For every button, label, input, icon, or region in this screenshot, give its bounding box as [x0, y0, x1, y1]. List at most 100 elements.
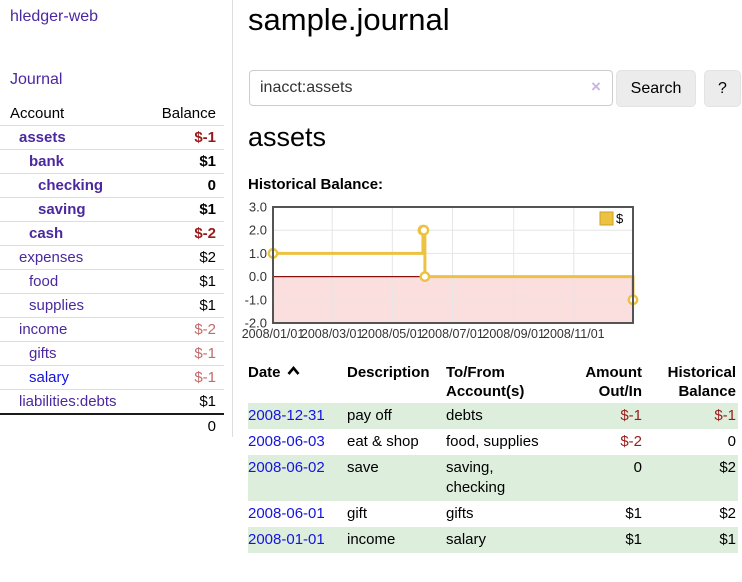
account-balance: $1: [146, 270, 224, 294]
svg-text:0.0: 0.0: [249, 269, 267, 284]
legend-label: $: [616, 211, 624, 226]
date-header-label: Date: [248, 364, 281, 381]
transaction-accounts: saving, checking: [446, 455, 550, 501]
account-row: assets$-1: [0, 126, 224, 150]
account-heading: assets: [248, 122, 326, 153]
transactions-header-description: Description: [347, 361, 446, 403]
account-balance: $1: [146, 390, 224, 415]
svg-text:2008/03/01: 2008/03/01: [301, 327, 364, 341]
transactions-header-amount: Amount Out/In: [550, 361, 644, 403]
account-row: checking 0: [0, 174, 224, 198]
svg-text:1.0: 1.0: [249, 246, 267, 261]
transaction-accounts: salary: [446, 527, 550, 553]
account-balance: $1: [146, 150, 224, 174]
sort-ascending-icon: [287, 366, 300, 376]
help-button[interactable]: ?: [704, 70, 741, 107]
svg-text:3.0: 3.0: [249, 200, 267, 215]
transactions-header-balance: Historical Balance: [644, 361, 738, 403]
transaction-date-link[interactable]: 2008-06-03: [248, 433, 325, 450]
transaction-balance: $1: [644, 527, 738, 553]
transaction-description: gift: [347, 501, 446, 527]
account-row: food $1: [0, 270, 224, 294]
transaction-description: save: [347, 455, 446, 501]
transaction-row: 2008-06-02savesaving, checking0$2: [248, 455, 738, 501]
transaction-row: 2008-06-03 eat & shopfood, supplies$-20: [248, 429, 738, 455]
account-row: cash $-2: [0, 222, 224, 246]
sidebar-item-journal[interactable]: Journal: [10, 71, 62, 89]
page-title: sample.journal: [248, 2, 450, 38]
transaction-balance: $2: [644, 455, 738, 501]
account-row: liabilities:debts $1: [0, 390, 224, 415]
account-balance: $-1: [146, 366, 224, 390]
svg-text:2008/11/01: 2008/11/01: [543, 327, 605, 341]
account-link-checking[interactable]: checking: [38, 177, 103, 194]
transactions-header-date[interactable]: Date: [248, 361, 347, 403]
accounts-header-balance: Balance: [146, 102, 224, 126]
account-link-bank[interactable]: bank: [29, 153, 64, 170]
svg-text:-1.0: -1.0: [245, 292, 267, 307]
transactions-table: Date Description To/From Account(s) Amou…: [248, 361, 738, 553]
account-balance: $-2: [146, 318, 224, 342]
account-link-assets[interactable]: assets: [19, 129, 66, 146]
transaction-amount: $1: [550, 501, 644, 527]
transaction-accounts: food, supplies: [446, 429, 550, 455]
svg-text:2.0: 2.0: [249, 223, 267, 238]
account-link-salary[interactable]: salary: [29, 369, 69, 386]
account-link-income[interactable]: income: [19, 321, 67, 338]
account-row: salary $-1: [0, 366, 224, 390]
transaction-balance: 0: [644, 429, 738, 455]
search-button[interactable]: Search: [616, 70, 696, 107]
transaction-row: 2008-06-01 giftgifts$1$2: [248, 501, 738, 527]
app-title-link[interactable]: hledger-web: [10, 8, 98, 26]
transaction-accounts: gifts: [446, 501, 550, 527]
legend-swatch: [600, 212, 613, 225]
accounts-table: Account Balance assets$-1bank$1checking0…: [0, 102, 224, 438]
account-row: income $-2: [0, 318, 224, 342]
account-row: saving $1: [0, 198, 224, 222]
transaction-date-link[interactable]: 2008-06-01: [248, 505, 325, 522]
accounts-table-header: Account Balance: [0, 102, 224, 126]
account-link-supplies[interactable]: supplies: [29, 297, 84, 314]
transaction-description: pay off: [347, 403, 446, 429]
account-balance: $1: [146, 294, 224, 318]
account-row: expenses $2: [0, 246, 224, 270]
account-link-expenses[interactable]: expenses: [19, 249, 83, 266]
clear-search-icon[interactable]: ×: [591, 78, 601, 95]
account-row: bank $1: [0, 150, 224, 174]
account-link-saving[interactable]: saving: [38, 201, 86, 218]
transaction-balance: $-1: [644, 403, 738, 429]
accounts-total-row: 0: [0, 414, 224, 438]
svg-text:2008/07/01: 2008/07/01: [421, 327, 484, 341]
account-balance: $-1: [146, 342, 224, 366]
account-balance: 0: [146, 174, 224, 198]
transactions-header-accounts: To/From Account(s): [446, 361, 550, 403]
transaction-date-link[interactable]: 2008-12-31: [248, 407, 325, 424]
account-row: supplies $1: [0, 294, 224, 318]
transaction-date-link[interactable]: 2008-01-01: [248, 531, 325, 548]
account-link-gifts[interactable]: gifts: [29, 345, 57, 362]
account-balance: $2: [146, 246, 224, 270]
account-balance: $1: [146, 198, 224, 222]
search-input[interactable]: [249, 70, 613, 106]
transaction-row: 2008-12-31pay offdebts$-1$-1: [248, 403, 738, 429]
chart-title: Historical Balance:: [248, 176, 383, 193]
account-link-liabilities-debts[interactable]: liabilities:debts: [19, 393, 117, 410]
svg-text:2008/01/01: 2008/01/01: [242, 327, 305, 341]
transaction-balance: $2: [644, 501, 738, 527]
accounts-header-account: Account: [0, 102, 146, 126]
transaction-date-link[interactable]: 2008-06-02: [248, 459, 325, 476]
accounts-total-value: 0: [146, 414, 224, 438]
sidebar: hledger-web Journal Account Balance asse…: [0, 0, 233, 437]
account-link-cash[interactable]: cash: [29, 225, 63, 242]
svg-text:2008/05/01: 2008/05/01: [361, 327, 424, 341]
hledger-web-app: hledger-web Journal Account Balance asse…: [0, 0, 742, 582]
accounts-table-body: assets$-1bank$1checking0saving$1cash$-2e…: [0, 126, 224, 415]
historical-balance-chart: $3.02.01.00.0-1.0-2.02008/01/012008/03/0…: [240, 198, 742, 348]
account-row: gifts $-1: [0, 342, 224, 366]
transaction-description: eat & shop: [347, 429, 446, 455]
transaction-description: income: [347, 527, 446, 553]
account-balance: $-2: [146, 222, 224, 246]
transaction-accounts: debts: [446, 403, 550, 429]
account-link-food[interactable]: food: [29, 273, 58, 290]
transaction-amount: $-2: [550, 429, 644, 455]
